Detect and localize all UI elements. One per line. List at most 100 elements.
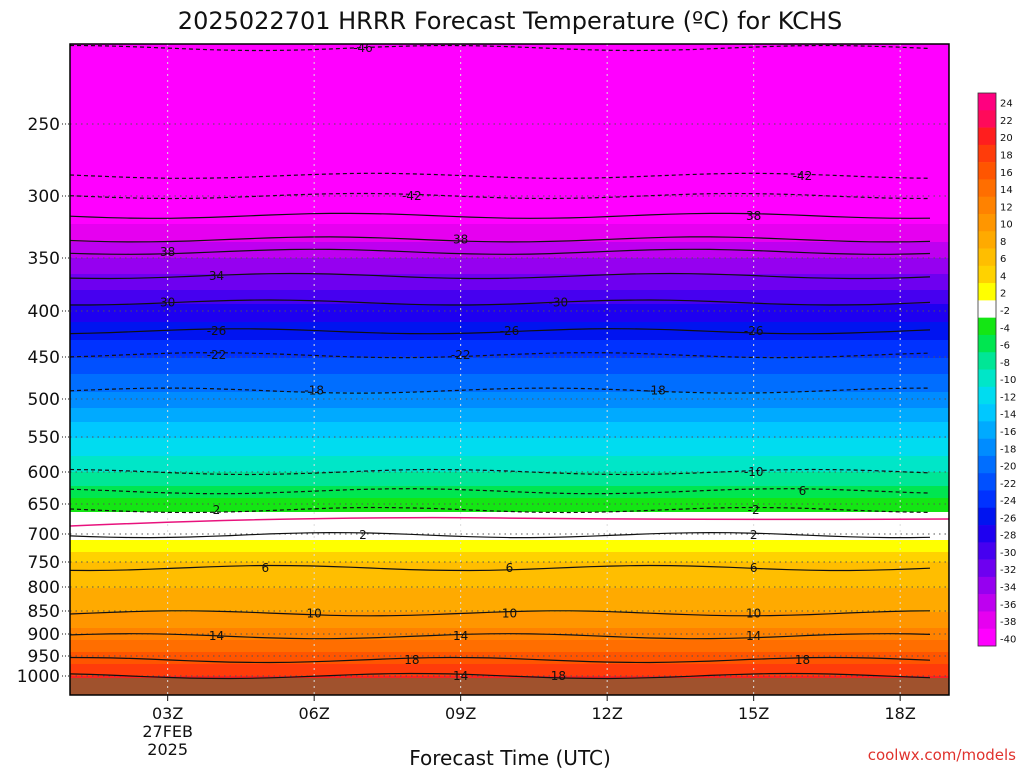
temperature-band	[70, 480, 949, 483]
temperature-band	[70, 172, 949, 175]
temperature-band	[70, 238, 949, 241]
credit-text[interactable]: coolwx.com/models	[868, 746, 1016, 764]
temperature-band	[70, 200, 949, 203]
temperature-band	[70, 136, 949, 139]
colorbar-label: -6	[1000, 341, 1010, 352]
temperature-band	[70, 658, 949, 661]
colorbar-swatch	[978, 455, 996, 474]
temperature-band	[70, 356, 949, 359]
x-tick-label: 18Z	[885, 704, 916, 723]
temperature-band	[70, 616, 949, 619]
temperature-band	[70, 532, 949, 535]
temperature-band	[70, 404, 949, 407]
colorbar-swatch	[978, 559, 996, 578]
temperature-band	[70, 586, 949, 589]
temperature-band	[70, 476, 949, 479]
temperature-band	[70, 578, 949, 581]
colorbar-label: -30	[1000, 548, 1016, 559]
x-axis-label: Forecast Time (UTC)	[409, 746, 611, 768]
contour-label: 38	[160, 245, 175, 259]
colorbar-label: 20	[1000, 133, 1013, 144]
temperature-band	[70, 252, 949, 255]
contour-line	[70, 610, 931, 617]
temperature-band	[70, 552, 949, 555]
temperature-band	[70, 298, 949, 301]
temperature-band	[70, 210, 949, 213]
contour-label: 10	[502, 606, 517, 620]
temperature-band	[70, 236, 949, 239]
temperature-band	[70, 672, 949, 675]
temperature-band	[70, 504, 949, 507]
contour-label: 14	[453, 629, 468, 643]
temperature-band	[70, 656, 949, 659]
temperature-band	[70, 634, 949, 637]
temperature-band	[70, 140, 949, 143]
temperature-band	[70, 346, 949, 349]
contour-line	[70, 248, 931, 255]
ground-surface	[70, 678, 949, 695]
contour-label: -46	[353, 41, 373, 55]
temperature-band	[70, 96, 949, 99]
temperature-band	[70, 482, 949, 485]
temperature-band	[70, 438, 949, 441]
temperature-band	[70, 612, 949, 615]
temperature-band	[70, 594, 949, 597]
grid-lines	[70, 44, 949, 695]
temperature-band	[70, 414, 949, 417]
temperature-band	[70, 490, 949, 493]
y-tick-label: 800	[28, 578, 60, 598]
temperature-band	[70, 112, 949, 115]
temperature-band	[70, 564, 949, 567]
y-tick-label: 850	[28, 602, 60, 622]
temperature-band	[70, 362, 949, 365]
temperature-band	[70, 608, 949, 611]
temperature-band	[70, 668, 949, 671]
temperature-band	[70, 292, 949, 295]
colorbar-label: 12	[1000, 202, 1013, 213]
temperature-band	[70, 580, 949, 583]
temperature-band	[70, 620, 949, 623]
temperature-band	[70, 250, 949, 253]
temperature-band	[70, 104, 949, 107]
colorbar-swatch	[978, 352, 996, 370]
temperature-band	[70, 310, 949, 313]
colorbar-swatch	[978, 248, 996, 267]
temperature-band	[70, 158, 949, 161]
temperature-band	[70, 584, 949, 587]
temperature-band	[70, 374, 949, 377]
temperature-band	[70, 344, 949, 347]
colorbar-swatch	[978, 525, 996, 543]
temperature-band	[70, 582, 949, 585]
colorbar-label: -40	[1000, 634, 1016, 645]
temperature-band	[70, 174, 949, 177]
colorbar-swatch	[978, 611, 996, 630]
temperature-band	[70, 488, 949, 491]
temperature-band	[70, 514, 949, 517]
contour-label: 10	[746, 606, 761, 620]
temperature-band	[70, 400, 949, 403]
temperature-band	[70, 544, 949, 547]
temperature-band	[70, 134, 949, 137]
colorbar-swatch	[978, 231, 996, 249]
temperature-band	[70, 636, 949, 639]
temperature-band	[70, 124, 949, 127]
temperature-band	[70, 442, 949, 445]
temperature-band	[70, 48, 949, 51]
colorbar-label: -20	[1000, 462, 1016, 473]
colorbar-swatch	[978, 213, 996, 232]
temperature-band	[70, 88, 949, 91]
temperature-band	[70, 282, 949, 285]
temperature-band	[70, 166, 949, 169]
temperature-band	[70, 518, 949, 521]
contour-label: 14	[209, 629, 224, 643]
temperature-band	[70, 324, 949, 327]
y-tick-label: 400	[28, 302, 60, 322]
temperature-band	[70, 602, 949, 605]
colorbar-swatch	[978, 334, 996, 353]
temperature-band	[70, 130, 949, 133]
temperature-band	[70, 496, 949, 499]
y-tick-label: 250	[28, 115, 60, 135]
temperature-band	[70, 300, 949, 303]
contour-line	[70, 564, 931, 572]
contour-label: -26	[207, 324, 227, 338]
